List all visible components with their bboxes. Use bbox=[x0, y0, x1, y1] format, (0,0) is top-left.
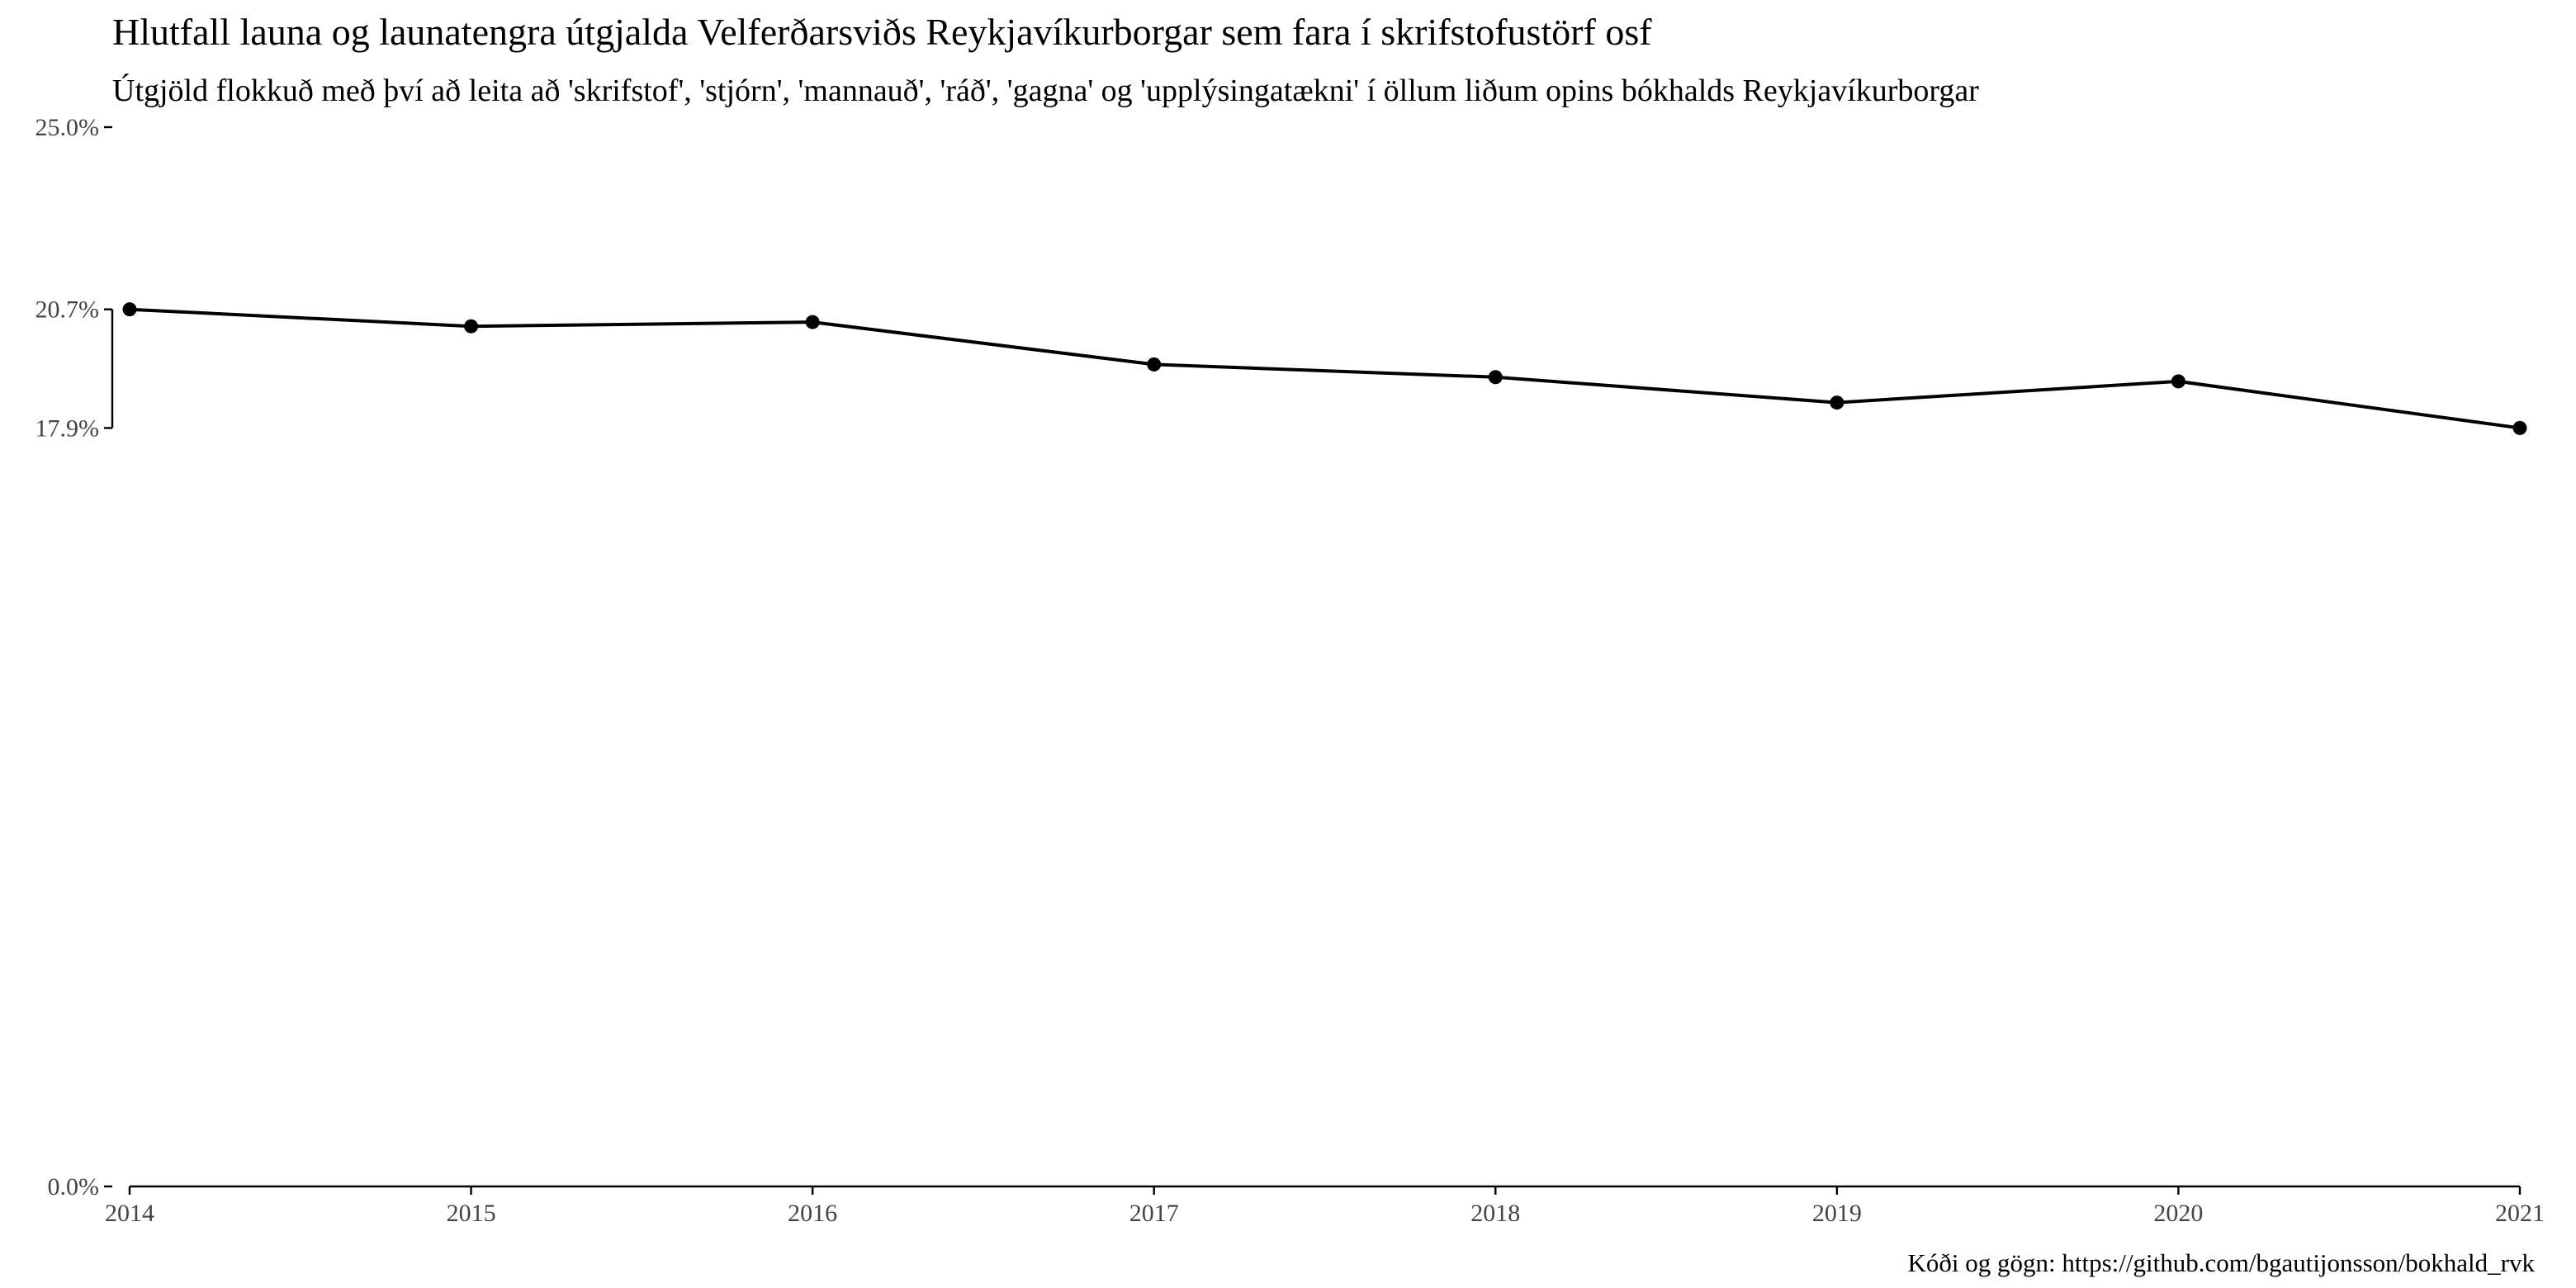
data-point bbox=[1830, 395, 1844, 410]
x-tick-label: 2021 bbox=[2495, 1200, 2545, 1227]
y-axis: 0.0% 17.9% 20.7% 25.0% bbox=[36, 114, 114, 1200]
x-tick-label: 2019 bbox=[1812, 1200, 1862, 1227]
data-point bbox=[464, 319, 479, 334]
x-tick-label: 2016 bbox=[788, 1200, 837, 1227]
x-tick-label: 2020 bbox=[2153, 1200, 2203, 1227]
data-point bbox=[2512, 420, 2527, 435]
series-layer bbox=[122, 302, 2527, 435]
y-tick-label: 17.9% bbox=[36, 414, 100, 442]
series-line bbox=[129, 307, 2521, 430]
data-point bbox=[805, 315, 820, 329]
data-point bbox=[2171, 374, 2185, 389]
chart-caption: Kóði og gögn: https://github.com/bgautij… bbox=[1908, 1248, 2536, 1277]
x-tick-label: 2017 bbox=[1129, 1200, 1179, 1227]
x-tick-label: 2018 bbox=[1470, 1200, 1520, 1227]
data-point bbox=[1488, 370, 1503, 385]
data-point bbox=[122, 302, 137, 317]
x-tick-label: 2015 bbox=[447, 1200, 496, 1227]
chart-subtitle: Útgjöld flokkuð með því að leita að 'skr… bbox=[112, 73, 1979, 108]
y-tick-label: 25.0% bbox=[36, 114, 100, 141]
y-tick-label: 0.0% bbox=[48, 1173, 100, 1200]
data-point bbox=[1147, 357, 1162, 372]
x-tick-label: 2014 bbox=[105, 1200, 154, 1227]
chart-title: Hlutfall launa og launatengra útgjalda V… bbox=[112, 11, 1652, 53]
y-tick-label: 20.7% bbox=[36, 296, 100, 324]
x-axis: 2014 2015 2016 2017 2018 2019 2020 2021 bbox=[105, 1185, 2545, 1227]
